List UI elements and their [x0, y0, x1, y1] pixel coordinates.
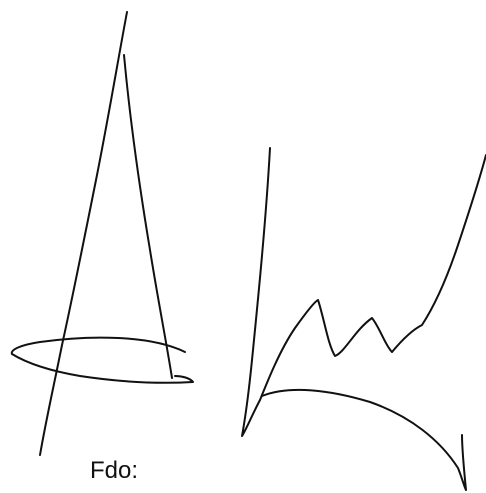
stroke — [261, 388, 467, 491]
signature-label: Fdo: — [90, 457, 138, 484]
stroke — [10, 336, 194, 384]
signature-left — [10, 11, 194, 456]
stroke — [39, 11, 128, 456]
signature-right — [241, 147, 486, 491]
stroke — [123, 54, 173, 379]
stroke — [241, 147, 486, 437]
